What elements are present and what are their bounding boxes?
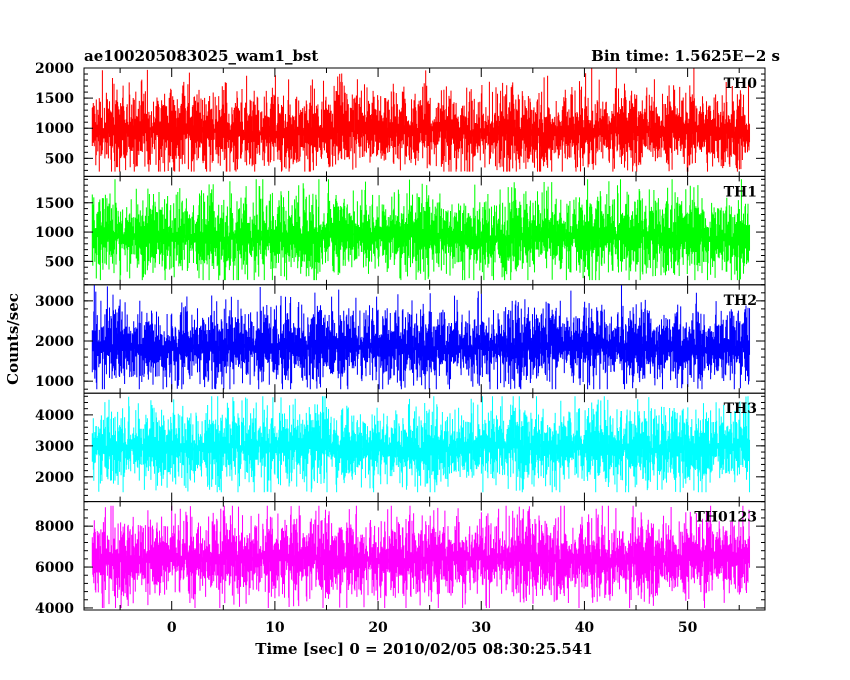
chart-title: ae100205083025_wam1_bst	[84, 47, 318, 65]
series-th3	[91, 396, 751, 493]
y-tick-label: 2000	[35, 334, 74, 350]
x-tick-label: 10	[265, 620, 285, 636]
y-tick-label: 1500	[35, 91, 74, 107]
panel-label: TH1	[724, 184, 757, 200]
x-axis: 0 10 20 30 40 50	[167, 620, 698, 636]
y-tick-label: 3000	[35, 294, 74, 310]
x-tick-label: 50	[678, 620, 698, 636]
y-tick-label: 6000	[35, 560, 74, 576]
panel-th2: 1000 2000 3000 TH2	[35, 284, 766, 394]
y-tick-label: 500	[45, 151, 74, 167]
panel-th1: 500 1000 1500 TH1	[35, 175, 766, 286]
panel-label: TH2	[724, 293, 757, 309]
y-tick-label: 4000	[35, 408, 74, 424]
panel-frame	[83, 501, 766, 611]
y-tick-label: 1000	[35, 225, 74, 241]
y-tick-label: 3000	[35, 439, 74, 455]
series-th0123	[91, 505, 751, 608]
panel-label: TH0123	[694, 510, 757, 526]
y-axis-label: Counts/sec	[4, 293, 22, 385]
panel-label: TH3	[724, 401, 757, 417]
y-tick-label: 500	[45, 254, 74, 270]
panel-label: TH0	[724, 76, 758, 92]
x-axis-label: Time [sec] 0 = 2010/02/05 08:30:25.541	[255, 640, 592, 658]
y-tick-label: 4000	[35, 601, 74, 617]
x-tick-label: 30	[472, 620, 492, 636]
y-tick-label: 8000	[35, 519, 74, 535]
y-tick-label: 2000	[35, 61, 74, 77]
y-tick-label: 1500	[35, 196, 74, 212]
y-tick-label: 1000	[35, 374, 74, 390]
y-tick-label: 2000	[35, 470, 74, 486]
panel-th3: 2000 3000 4000 TH3	[35, 392, 766, 503]
series-th0	[91, 68, 751, 172]
x-tick-label: 40	[575, 620, 595, 636]
series-th2	[91, 284, 751, 390]
bin-time-label: Bin time: 1.5625E−2 s	[591, 47, 780, 65]
panels-group: 500 1000 1500 2000 TH0 500 1000 1500 TH1 1000 2000…	[35, 61, 766, 617]
panel-th0123: 4000 6000 8000 TH0123	[35, 501, 766, 617]
x-tick-label: 0	[167, 620, 177, 636]
series-th1	[91, 179, 751, 281]
y-tick-label: 1000	[35, 121, 74, 137]
panel-th0: 500 1000 1500 2000 TH0	[35, 61, 766, 177]
x-tick-label: 20	[368, 620, 388, 636]
